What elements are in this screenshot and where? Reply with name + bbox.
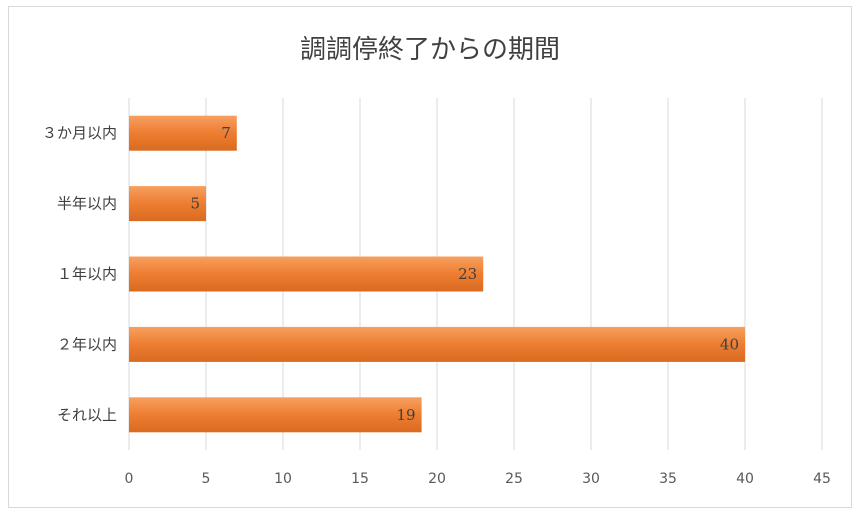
data-label: 40 xyxy=(720,335,739,353)
x-tick-label: 25 xyxy=(505,471,523,487)
data-label: 7 xyxy=(221,124,231,142)
x-tick-label: 35 xyxy=(659,471,677,487)
x-tick-label: 5 xyxy=(202,471,211,487)
x-tick-label: 45 xyxy=(813,471,831,487)
category-label: １年以内 xyxy=(57,265,117,283)
bar-0 xyxy=(129,115,237,151)
x-tick-label: 10 xyxy=(274,471,292,487)
data-label: 5 xyxy=(190,195,200,213)
category-label: それ以上 xyxy=(57,406,117,424)
x-tick-label: 20 xyxy=(428,471,446,487)
bar-1 xyxy=(129,186,206,222)
bar-4 xyxy=(129,397,422,433)
category-label: 半年以内 xyxy=(57,195,117,213)
x-tick-labels: 0 5 10 15 20 25 30 35 40 45 xyxy=(125,471,831,487)
category-label: ２年以内 xyxy=(57,335,117,353)
x-tick-label: 40 xyxy=(736,471,754,487)
bars xyxy=(129,115,745,433)
data-labels: 7 5 23 40 19 xyxy=(190,124,739,424)
chart-title: 調調停終了からの期間 xyxy=(300,35,560,65)
data-label: 23 xyxy=(458,265,477,283)
x-tick-label: 15 xyxy=(351,471,369,487)
gridlines xyxy=(128,98,823,450)
bar-3 xyxy=(129,326,745,362)
x-tick-label: 30 xyxy=(582,471,600,487)
data-label: 19 xyxy=(397,406,416,424)
category-label: ３か月以内 xyxy=(42,124,117,142)
x-tick-label: 0 xyxy=(125,471,134,487)
bar-2 xyxy=(129,256,484,292)
